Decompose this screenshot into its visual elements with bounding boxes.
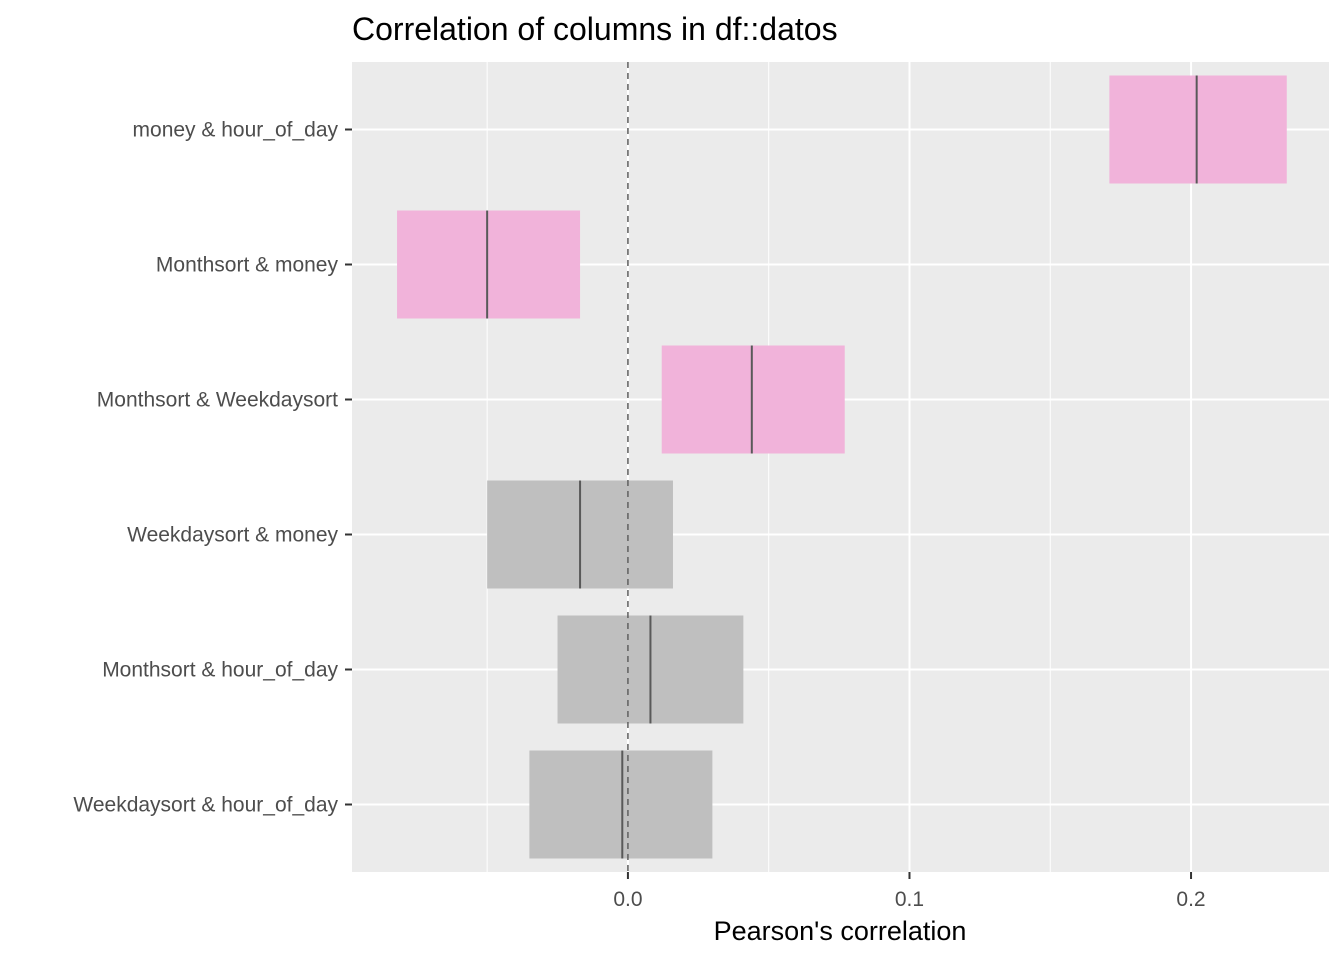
ci-box <box>661 345 845 454</box>
y-tick-label: Weekdaysort & hour_of_day <box>73 794 338 817</box>
x-tick-label: 0.2 <box>1176 888 1205 911</box>
x-axis: 0.0 0.1 0.2 <box>613 872 1206 911</box>
y-tick-label: Monthsort & hour_of_day <box>102 659 338 682</box>
crossbars <box>397 75 1287 859</box>
y-axis: money & hour_of_day Monthsort & money Mont… <box>73 119 352 817</box>
ci-box <box>1109 75 1287 184</box>
ci-box <box>397 210 581 319</box>
y-tick-label: Weekdaysort & money <box>127 524 338 547</box>
y-tick-label: Monthsort & money <box>156 254 339 277</box>
y-tick-label: money & hour_of_day <box>133 119 339 142</box>
x-tick-label: 0.1 <box>895 888 924 911</box>
x-tick-label: 0.0 <box>613 888 642 911</box>
chart-title: Correlation of columns in df::datos <box>352 11 838 47</box>
y-tick-label: Monthsort & Weekdaysort <box>97 389 338 412</box>
plot-panel <box>352 62 1329 872</box>
ci-box <box>529 750 713 859</box>
x-axis-title: Pearson's correlation <box>714 916 967 946</box>
